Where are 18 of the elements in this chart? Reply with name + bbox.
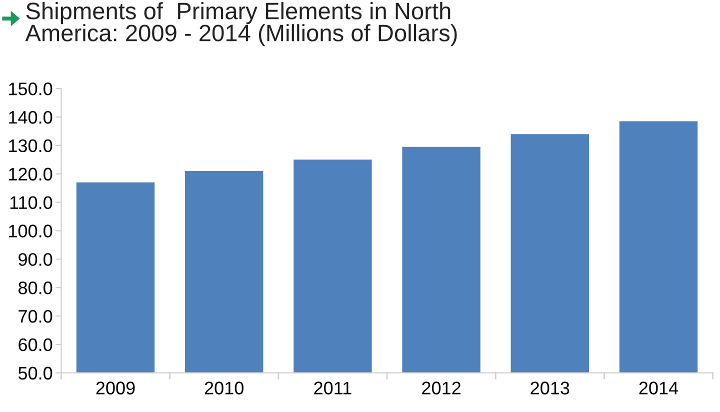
chart-title: Shipments of Primary Elements in North America: 2009 - 2014 (Millions of Dollars) (25, 2, 457, 46)
y-tick-label: 120.0 (9, 168, 52, 181)
y-tick-label: 70.0 (18, 310, 52, 323)
y-tick-label: 80.0 (18, 282, 52, 294)
x-tick-label: 2013 (530, 382, 570, 394)
y-tick-label: 50.0 (18, 366, 52, 380)
x-tick-label: 2012 (422, 382, 460, 394)
x-tick-label: 2009 (96, 382, 135, 394)
x-tick-label: 2014 (639, 382, 678, 394)
y-tick-label: 100.0 (9, 224, 52, 238)
y-tick-label: 150.0 (9, 82, 52, 96)
y-tick-label: 110.0 (10, 196, 52, 210)
y-tick-label: 60.0 (18, 338, 52, 352)
x-tick-label: 2010 (204, 382, 244, 394)
y-tick-label: 90.0 (18, 253, 52, 266)
y-tick-label: 130.0 (9, 139, 52, 152)
x-tick-label: 2011 (314, 382, 352, 394)
y-tick-label: 140.0 (9, 110, 52, 124)
